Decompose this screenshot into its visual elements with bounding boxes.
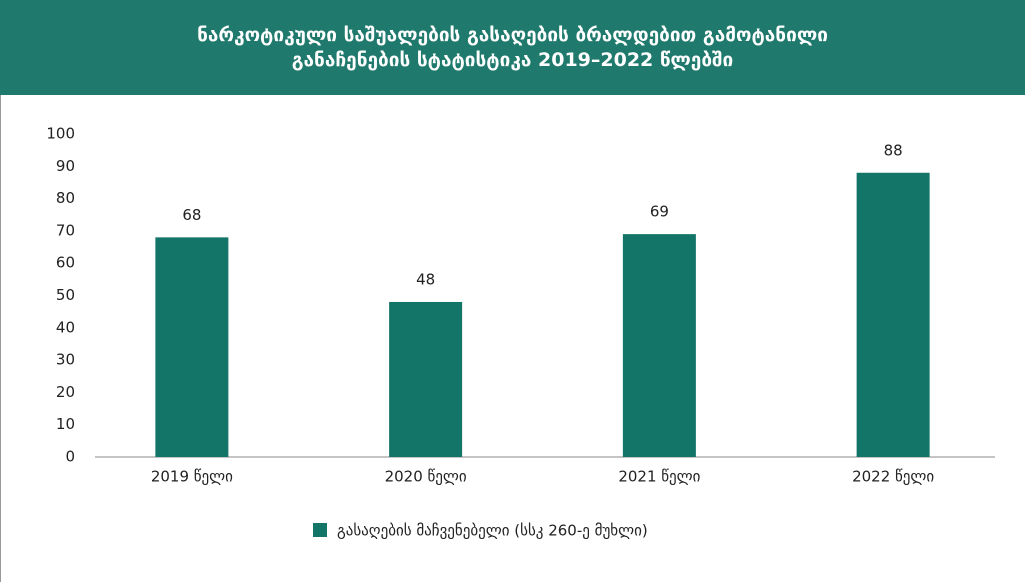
- data-label: 69: [650, 203, 669, 221]
- x-tick-label: 2019 წელი: [151, 468, 233, 486]
- y-tick-label: 70: [56, 221, 75, 239]
- y-tick-label: 90: [56, 157, 75, 175]
- x-tick-label: 2021 წელი: [618, 468, 700, 486]
- x-tick-label: 2022 წელი: [852, 468, 934, 486]
- y-tick-label: 40: [56, 318, 75, 336]
- data-label: 88: [884, 141, 903, 159]
- x-tick-label: 2020 წელი: [385, 468, 467, 486]
- legend-label: გასაღების მაჩვენებელი (სსკ 260-ე მუხლი): [337, 522, 648, 540]
- y-tick-label: 60: [56, 254, 75, 272]
- chart-title: ნარკოტიკული საშუალების გასაღების ბრალდებ…: [197, 23, 828, 71]
- y-tick-label: 100: [46, 125, 75, 143]
- y-tick-label: 30: [56, 351, 75, 369]
- y-tick-label: 50: [56, 286, 75, 304]
- y-tick-label: 10: [56, 415, 75, 433]
- data-label: 48: [416, 270, 435, 288]
- bar: [856, 172, 930, 457]
- header: ნარკოტიკული საშუალების გასაღების ბრალდებ…: [0, 0, 1025, 95]
- data-label: 68: [182, 206, 201, 224]
- legend-swatch: [313, 523, 327, 537]
- bar: [155, 237, 229, 457]
- y-tick-label: 20: [56, 383, 75, 401]
- y-tick-label: 80: [56, 189, 75, 207]
- bar: [622, 234, 696, 457]
- bar: [389, 301, 463, 457]
- y-tick-label: 0: [65, 448, 75, 466]
